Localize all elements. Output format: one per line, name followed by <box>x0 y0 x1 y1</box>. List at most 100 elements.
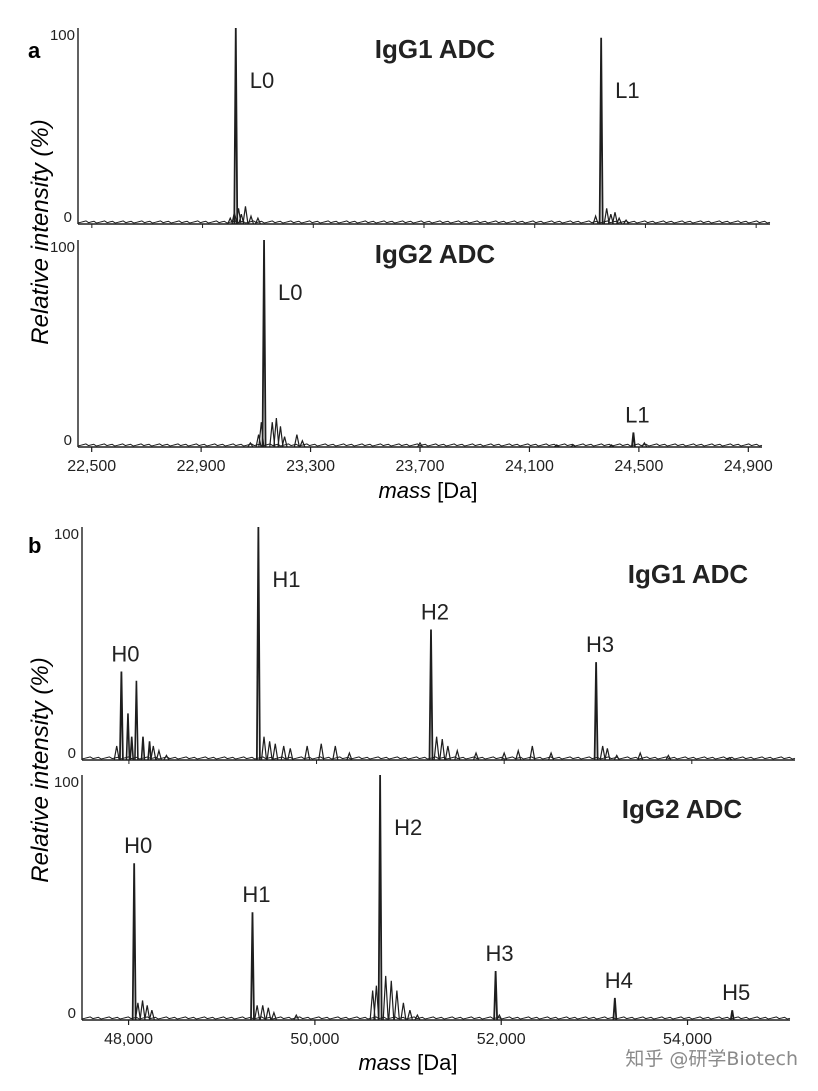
spectrum-1-minor-peak-7 <box>293 434 300 448</box>
spectrum-a-igg2: 100 0 22,500 22,900 23,300 23,700 24,100 24,500… <box>50 239 773 475</box>
spectrum-3-peak-h3 <box>493 970 499 1021</box>
panel-a-label: a <box>28 38 41 63</box>
spectrum-3-xtick-label-3: 54,000 <box>663 1031 712 1048</box>
panel-a-ylabel: Relative intensity (%) <box>27 119 54 344</box>
spectrum-2-minor-peak-0 <box>113 745 120 761</box>
spectrum-3-minor-peak-11 <box>382 975 389 1021</box>
spectrum-2-ytick-0: 0 <box>68 745 76 762</box>
spectrum-3-minor-peak-2 <box>144 1005 151 1021</box>
panel-b-xlabel-unit: [Da] <box>411 1050 457 1075</box>
spectrum-2-minor-peak-17 <box>472 751 480 761</box>
spectrum-3-peak-label-h2: H2 <box>394 815 422 840</box>
spectrum-2-peak-label-h0: H0 <box>111 641 139 666</box>
spectrum-3-minor-peak-4 <box>254 1005 261 1021</box>
spectrum-3-peak-h2 <box>377 774 383 1021</box>
spectrum-3-peak-h1 <box>250 912 255 1021</box>
spectrum-3-peak-label-h3: H3 <box>486 941 514 966</box>
spectrum-3-peak-h0 <box>131 863 137 1021</box>
spectrum-2-peak-h3 <box>593 662 599 761</box>
spectrum-2-minor-peak-13 <box>433 736 440 761</box>
spectrum-2-secondary-peak-2 <box>129 736 135 761</box>
spectrum-1-ytick-100: 100 <box>50 239 75 256</box>
spectrum-1-minor-peak-1 <box>255 434 262 448</box>
panel-a-xlabel-unit: [Da] <box>431 478 477 503</box>
spectrum-0-title: IgG1 ADC <box>375 34 496 64</box>
spectrum-0-peak-label-l1: L1 <box>615 78 639 103</box>
spectrum-2-secondary-peak-0 <box>134 680 139 761</box>
spectrum-1-xtick-label-0: 22,500 <box>67 458 116 475</box>
spectrum-0-minor-peak-5 <box>247 214 255 225</box>
spectrum-2-minor-peak-18 <box>501 751 508 761</box>
spectrum-2-minor-peak-11 <box>332 745 339 761</box>
spectrum-0-minor-peak-4 <box>242 206 249 225</box>
spectrum-0-minor-peak-12 <box>623 218 630 225</box>
spectrum-2-peak-label-h2: H2 <box>421 600 449 625</box>
spectrum-1-minor-peak-11 <box>570 444 577 448</box>
spectrum-2-minor-peak-7 <box>280 745 287 761</box>
spectrum-1-ytick-0: 0 <box>64 432 72 449</box>
spectrum-3-minor-peak-3 <box>148 1010 155 1021</box>
spectrum-2-minor-peak-5 <box>266 741 273 761</box>
spectrum-2-minor-peak-20 <box>529 745 536 761</box>
spectrum-2-secondary-peak-3 <box>140 736 146 761</box>
spectrum-3-minor-peak-12 <box>388 980 395 1021</box>
spectrum-3-minor-peak-14 <box>400 1002 407 1021</box>
spectrum-1-title: IgG2 ADC <box>375 239 496 269</box>
spectrum-1-xtick-label-2: 23,300 <box>286 458 335 475</box>
spectrum-1-minor-peak-4 <box>273 417 280 448</box>
spectrum-0-minor-peak-11 <box>616 216 623 225</box>
spectrum-1-xtick-label-1: 22,900 <box>177 458 226 475</box>
spectrum-3-minor-peak-5 <box>259 1005 266 1021</box>
spectrum-2-minor-peak-3 <box>163 754 170 761</box>
spectrum-2-peak-h1 <box>255 526 261 761</box>
spectrum-a-igg1: 100 0 L0 L1 IgG1 ADC <box>50 27 771 228</box>
spectrum-0-peak-label-l0: L0 <box>250 68 274 93</box>
spectrum-3-minor-peak-15 <box>406 1010 413 1021</box>
spectrum-0-baseline-trace <box>77 220 771 224</box>
spectrum-0-minor-peak-7 <box>592 214 599 225</box>
spectrum-1-minor-peak-13 <box>641 441 648 448</box>
spectrum-0-minor-peak-8 <box>603 208 610 225</box>
spectrum-1-peak-label-l0: L0 <box>278 280 302 305</box>
spectrum-1-minor-peak-0 <box>247 441 254 448</box>
spectrum-3-peak-label-h5: H5 <box>722 980 750 1005</box>
spectrum-2-minor-peak-4 <box>260 736 268 761</box>
spectrum-b-igg1: 100 0 H0 H1 H2 H3 IgG1 ADC <box>54 526 796 764</box>
spectrum-1-minor-peak-8 <box>299 439 306 448</box>
spectrum-3-minor-peak-16 <box>414 1013 421 1021</box>
spectrum-2-minor-peak-24 <box>613 754 620 761</box>
spectrum-2-minor-peak-27 <box>726 756 733 761</box>
spectrum-b-igg2: 100 0 48,000 50,000 52,000 54,000 H0 H1 H2 H3 H4 H5… <box>54 774 791 1048</box>
spectrum-2-minor-peak-23 <box>604 748 611 761</box>
spectrum-2-minor-peak-19 <box>515 748 522 761</box>
watermark-text: 知乎 @研学Biotech <box>625 1048 798 1070</box>
spectrum-1-xtick-label-3: 23,700 <box>396 458 445 475</box>
spectrum-3-ytick-0: 0 <box>68 1005 76 1022</box>
spectrum-3-peak-h5 <box>729 1010 735 1021</box>
spectrum-2-minor-peak-16 <box>454 748 461 761</box>
spectrum-0-peak-l1 <box>598 37 604 225</box>
spectrum-2-minor-peak-9 <box>304 745 311 761</box>
spectrum-1-baseline-trace <box>77 443 763 447</box>
spectrum-0-ytick-100: 100 <box>50 27 75 44</box>
spectrum-3-minor-peak-7 <box>270 1010 277 1021</box>
spectrum-3-title: IgG2 ADC <box>622 794 743 824</box>
spectrum-3-peak-label-h4: H4 <box>605 968 633 993</box>
spectrum-0-ytick-0: 0 <box>64 209 72 226</box>
spectrum-1-minor-peak-10 <box>553 444 560 448</box>
spectrum-3-xtick-label-0: 48,000 <box>104 1031 153 1048</box>
spectrum-2-minor-peak-8 <box>287 748 294 761</box>
spectrum-2-secondary-peak-1 <box>125 713 131 761</box>
spectrum-3-ytick-100: 100 <box>54 774 79 791</box>
spectrum-1-xtick-label-6: 24,900 <box>724 458 773 475</box>
panel-b-xlabel: mass [Da] <box>358 1050 457 1075</box>
spectrum-1-xtick-label-4: 24,100 <box>505 458 554 475</box>
spectrum-2-peak-h0 <box>119 671 124 761</box>
spectrum-2-peak-label-h1: H1 <box>272 567 300 592</box>
spectrum-1-peak-label-l1: L1 <box>625 403 649 428</box>
spectrum-2-minor-peak-14 <box>439 738 446 761</box>
panel-b-xlabel-var: mass <box>358 1050 411 1075</box>
spectrum-1-minor-peak-6 <box>281 436 288 448</box>
spectrum-1-minor-peak-9 <box>416 441 424 448</box>
